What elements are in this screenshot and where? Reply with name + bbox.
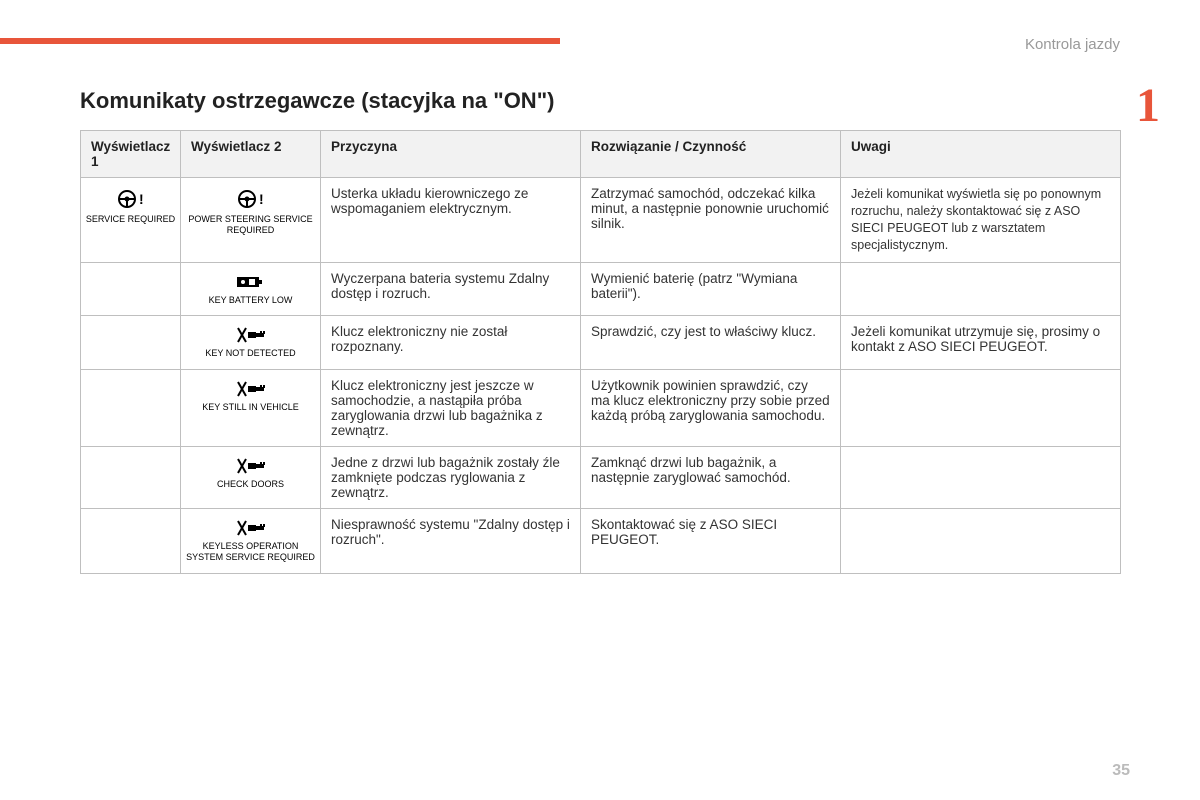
section-label: Kontrola jazdy	[1025, 36, 1120, 53]
solution-cell: Użytkownik powinien sprawdzić, czy ma kl…	[581, 370, 841, 447]
display2-cell: KEY BATTERY LOW	[181, 262, 321, 316]
icon-label: KEYLESS OPERATION SYSTEM SERVICE REQUIRE…	[185, 541, 316, 563]
cause-cell: Niesprawność systemu "Zdalny dostęp i ro…	[321, 509, 581, 574]
svg-text:!: !	[259, 191, 264, 207]
col-header: Przyczyna	[321, 131, 581, 178]
col-header: Rozwiązanie / Czynność	[581, 131, 841, 178]
icon-label: KEY STILL IN VEHICLE	[185, 402, 316, 413]
warning-messages-table: Wyświetlacz 1 Wyświetlacz 2 Przyczyna Ro…	[80, 130, 1120, 574]
display1-cell	[81, 316, 181, 370]
display2-cell: KEY NOT DETECTED	[181, 316, 321, 370]
table-row: KEY NOT DETECTED Klucz elektroniczny nie …	[81, 316, 1121, 370]
display2-cell: KEY STILL IN VEHICLE	[181, 370, 321, 447]
display1-cell	[81, 447, 181, 509]
icon-label: CHECK DOORS	[185, 479, 316, 490]
table-row: ! SERVICE REQUIRED! POWER STEERING SERVICE…	[81, 178, 1121, 263]
icon-label: KEY NOT DETECTED	[185, 348, 316, 359]
notes-cell	[841, 370, 1121, 447]
display1-cell	[81, 509, 181, 574]
col-header: Wyświetlacz 2	[181, 131, 321, 178]
page-number: 35	[1112, 762, 1130, 780]
solution-cell: Zamknąć drzwi lub bagażnik, a następnie …	[581, 447, 841, 509]
table-row: KEYLESS OPERATION SYSTEM SERVICE REQUIRE…	[81, 509, 1121, 574]
table-row: KEY BATTERY LOW Wyczerpana bateria system…	[81, 262, 1121, 316]
cause-cell: Usterka układu kierowniczego ze wspomaga…	[321, 178, 581, 263]
icon-label: SERVICE REQUIRED	[85, 214, 176, 225]
display2-cell: CHECK DOORS	[181, 447, 321, 509]
cause-cell: Klucz elektroniczny nie został rozpoznan…	[321, 316, 581, 370]
cause-cell: Klucz elektroniczny jest jeszcze w samoc…	[321, 370, 581, 447]
chapter-number: 1	[1136, 78, 1160, 133]
notes-cell: Jeżeli komunikat wyświetla się po ponown…	[841, 178, 1121, 263]
notes-cell	[841, 509, 1121, 574]
table-row: CHECK DOORS Jedne z drzwi lub bagażnik zo…	[81, 447, 1121, 509]
notes-cell	[841, 262, 1121, 316]
accent-bar	[0, 38, 560, 44]
solution-cell: Sprawdzić, czy jest to właściwy klucz.	[581, 316, 841, 370]
display2-cell: ! POWER STEERING SERVICE REQUIRED	[181, 178, 321, 263]
cause-cell: Wyczerpana bateria systemu Zdalny dostęp…	[321, 262, 581, 316]
display1-cell	[81, 262, 181, 316]
cause-cell: Jedne z drzwi lub bagażnik zostały źle z…	[321, 447, 581, 509]
icon-label: KEY BATTERY LOW	[185, 295, 316, 306]
svg-text:!: !	[139, 191, 144, 207]
icon-label: POWER STEERING SERVICE REQUIRED	[185, 214, 316, 236]
notes-cell	[841, 447, 1121, 509]
page-title: Komunikaty ostrzegawcze (stacyjka na "ON…	[80, 88, 554, 114]
display1-cell: ! SERVICE REQUIRED	[81, 178, 181, 263]
table-header-row: Wyświetlacz 1 Wyświetlacz 2 Przyczyna Ro…	[81, 131, 1121, 178]
col-header: Wyświetlacz 1	[81, 131, 181, 178]
table-row: KEY STILL IN VEHICLE Klucz elektroniczny …	[81, 370, 1121, 447]
col-header: Uwagi	[841, 131, 1121, 178]
solution-cell: Skontaktować się z ASO SIECI PEUGEOT.	[581, 509, 841, 574]
solution-cell: Zatrzymać samochód, odczekać kilka minut…	[581, 178, 841, 263]
display2-cell: KEYLESS OPERATION SYSTEM SERVICE REQUIRE…	[181, 509, 321, 574]
display1-cell	[81, 370, 181, 447]
solution-cell: Wymienić baterię (patrz "Wymiana baterii…	[581, 262, 841, 316]
notes-cell: Jeżeli komunikat utrzymuje się, prosimy …	[841, 316, 1121, 370]
